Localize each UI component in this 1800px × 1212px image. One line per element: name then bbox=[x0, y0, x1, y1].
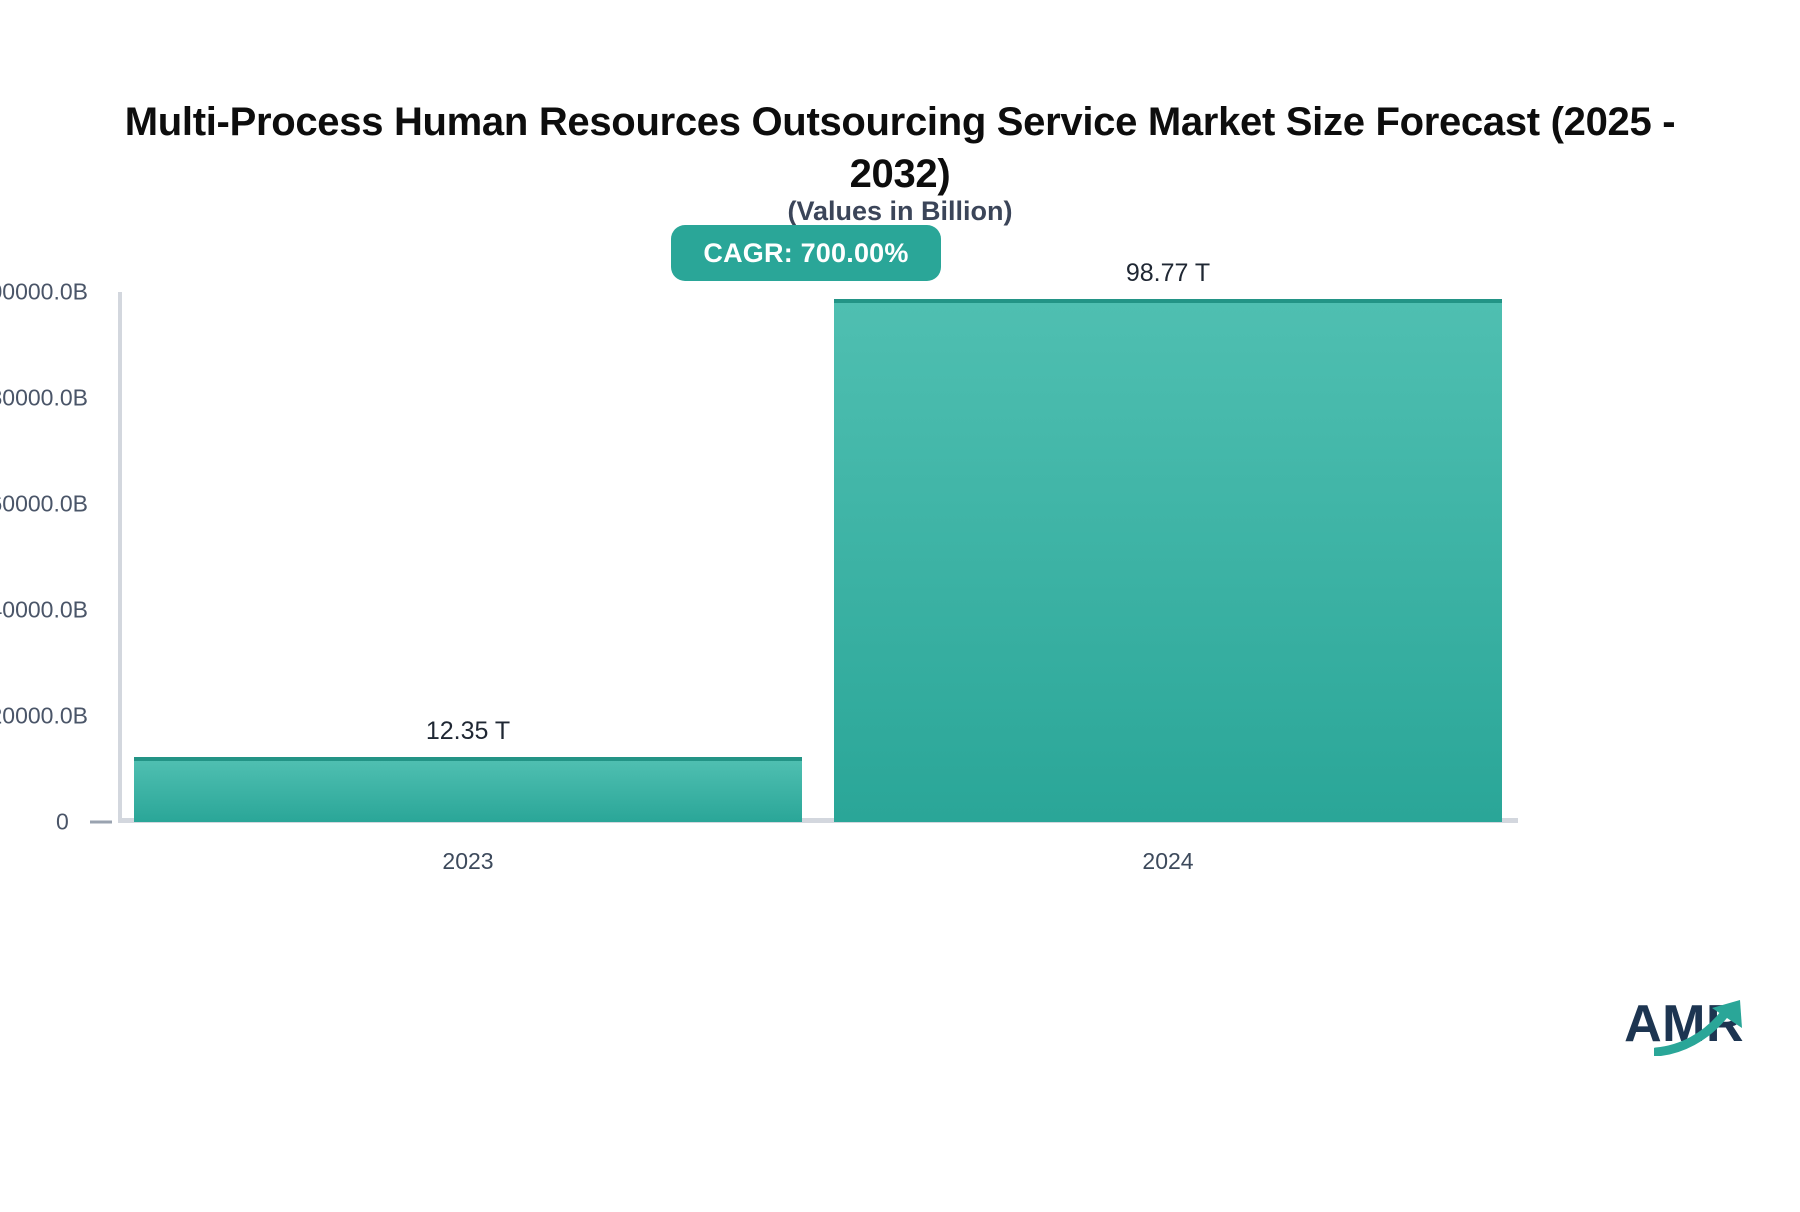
bar-value-label: 12.35 T bbox=[425, 716, 511, 745]
cagr-badge-label: CAGR: 700.00% bbox=[703, 237, 909, 268]
x-axis-tick-label: 2024 bbox=[1142, 848, 1194, 874]
growth-arrow-icon bbox=[1654, 1000, 1742, 1056]
bar[interactable] bbox=[833, 298, 1503, 822]
bar[interactable] bbox=[133, 756, 803, 822]
y-axis-tick-label: 100000.0B bbox=[0, 278, 88, 305]
x-axis-tick-label: 2023 bbox=[442, 848, 494, 874]
y-axis-line bbox=[118, 292, 122, 822]
bar-value-label: 98.77 T bbox=[1125, 258, 1211, 287]
chart-subtitle: (Values in Billion) bbox=[787, 196, 1013, 226]
cagr-badge: CAGR: 700.00% bbox=[671, 225, 941, 281]
y-axis-tick-mark bbox=[90, 820, 112, 824]
y-axis-tick-label: 60000.0B bbox=[0, 490, 88, 517]
y-axis-tick-label: 20000.0B bbox=[0, 702, 88, 729]
chart-title: Multi-Process Human Resources Outsourcin… bbox=[124, 100, 1676, 196]
y-axis-tick-label: 0 bbox=[56, 808, 69, 835]
x-axis-line bbox=[118, 818, 1518, 823]
amr-logo: AMR bbox=[1624, 998, 1744, 1056]
y-axis-tick-label: 40000.0B bbox=[0, 596, 88, 623]
y-axis-tick-label: 80000.0B bbox=[0, 384, 88, 411]
plot-area bbox=[118, 292, 1518, 822]
